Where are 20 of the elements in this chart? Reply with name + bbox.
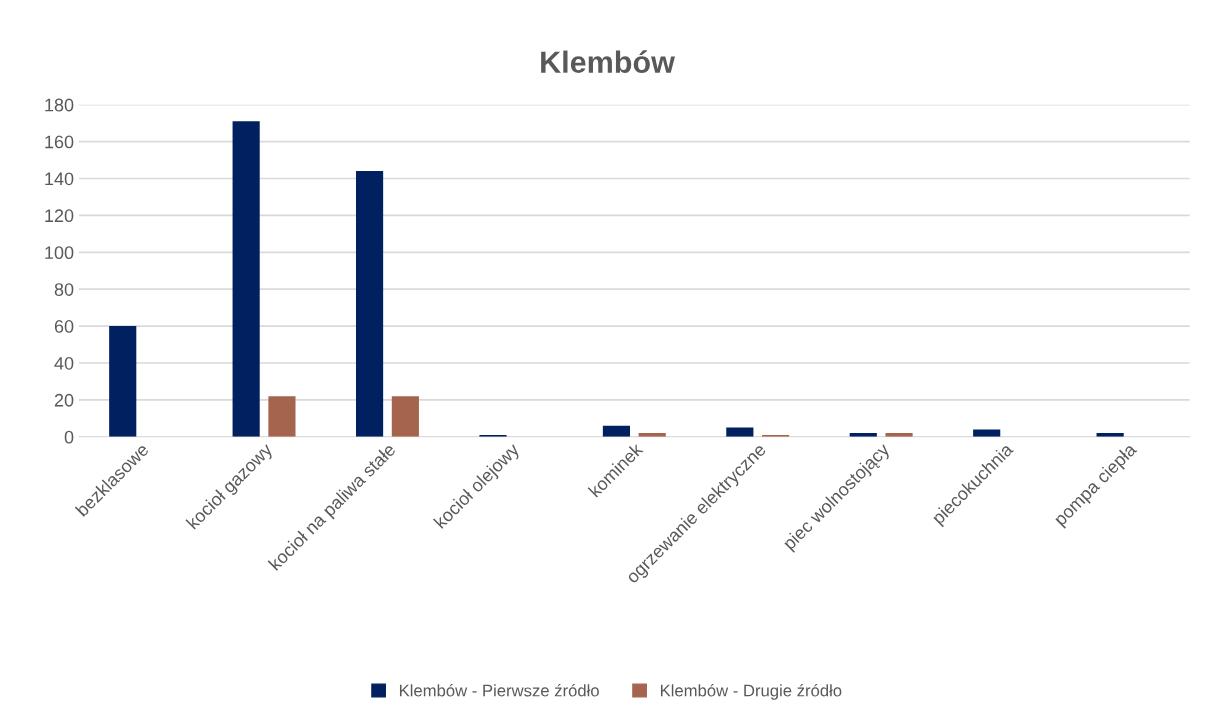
bar bbox=[602, 425, 630, 437]
legend-label: Klembów - Pierwsze źródło bbox=[399, 684, 599, 697]
y-tick-label: 100 bbox=[45, 246, 74, 260]
bar bbox=[109, 326, 137, 437]
bar bbox=[232, 121, 260, 437]
bar bbox=[973, 429, 1001, 437]
bar bbox=[268, 396, 296, 437]
chart-title: Klembów bbox=[541, 50, 675, 73]
bar bbox=[391, 396, 419, 437]
y-tick-label: 40 bbox=[54, 356, 74, 370]
y-tick-label: 60 bbox=[54, 320, 74, 333]
y-tick-label: 180 bbox=[45, 98, 74, 112]
y-tick-label: 0 bbox=[64, 430, 74, 444]
bar bbox=[356, 171, 384, 437]
y-tick-label: 140 bbox=[45, 172, 74, 186]
y-tick-label: 160 bbox=[45, 135, 74, 149]
y-tick-label: 120 bbox=[45, 209, 74, 223]
y-tick-label: 80 bbox=[54, 283, 74, 296]
y-tick-label: 20 bbox=[54, 393, 74, 407]
legend-label: Klembów - Drugie źródło bbox=[660, 684, 842, 700]
